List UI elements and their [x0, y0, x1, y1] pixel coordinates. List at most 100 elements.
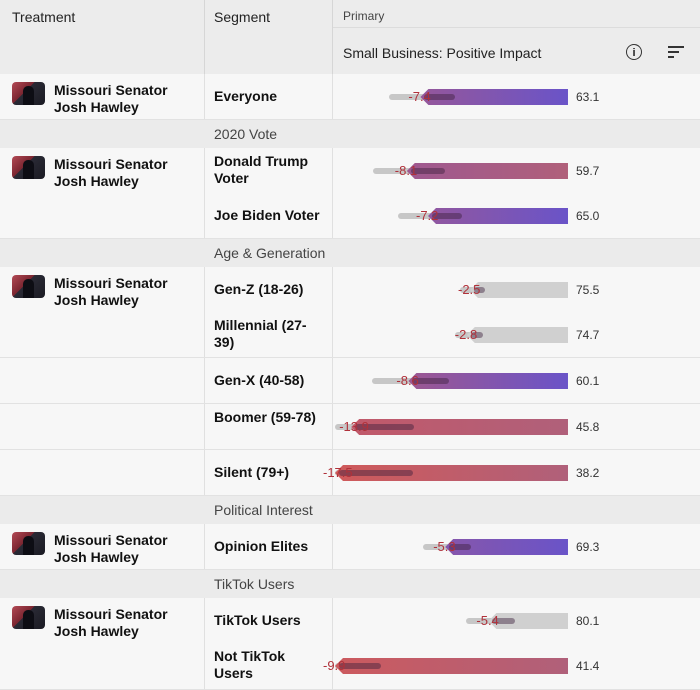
column-divider: [332, 524, 333, 569]
table-row[interactable]: Millennial (27-39) -2.8 74.7: [0, 312, 700, 358]
segment-label: Gen-Z (18-26): [214, 281, 304, 297]
column-divider: [204, 74, 205, 119]
delta-bar: [432, 213, 463, 219]
column-divider: [332, 358, 333, 403]
metric-column-header[interactable]: Small Business: Positive Impact: [343, 45, 542, 61]
column-divider: [332, 598, 333, 643]
table-row[interactable]: Boomer (59-78) -13.9 45.8: [0, 404, 700, 450]
total-value: 60.1: [576, 374, 600, 388]
total-value: 69.3: [576, 540, 600, 554]
total-value: 41.4: [576, 659, 600, 673]
total-value: 38.2: [576, 466, 600, 480]
value-bar[interactable]: [470, 282, 568, 298]
value-bar[interactable]: [335, 465, 568, 481]
column-divider: [204, 148, 205, 193]
delta-bar: [339, 663, 381, 669]
value-bar[interactable]: [488, 613, 568, 629]
value-bar[interactable]: [445, 539, 568, 555]
value-bar[interactable]: [428, 208, 568, 224]
total-value: 63.1: [576, 90, 600, 104]
group-label: TikTok Users: [214, 576, 295, 592]
segment-label: Gen-X (40-58): [214, 372, 305, 388]
column-divider: [204, 598, 205, 643]
table-row[interactable]: Missouri Senator Josh Hawley Opinion Elite…: [0, 524, 700, 570]
column-divider: [204, 193, 205, 238]
total-value: 59.7: [576, 164, 600, 178]
table-row[interactable]: Joe Biden Voter -7.2 65.0: [0, 193, 700, 239]
column-divider: [332, 404, 333, 449]
delta-value: -2.8: [454, 327, 478, 342]
table-row[interactable]: Silent (79+) -17.5 38.2: [0, 450, 700, 496]
treatment-column-header[interactable]: Treatment: [12, 9, 76, 25]
table-row[interactable]: Gen-X (40-58) -8.6 60.1: [0, 358, 700, 404]
delta-bar: [492, 618, 516, 624]
delta-value: -5.3: [433, 539, 456, 554]
group-header: 2020 Vote: [0, 120, 700, 149]
column-divider: [332, 450, 333, 495]
segment-label: Donald Trump Voter: [214, 153, 309, 186]
column-divider: [332, 0, 333, 74]
primary-label: Primary: [343, 9, 385, 23]
delta-value: -7.4: [408, 89, 431, 104]
table-header: Treatment Segment Primary Small Business…: [0, 0, 700, 75]
treatment-name: Missouri Senator Josh Hawley: [54, 156, 168, 189]
delta-bar: [449, 544, 472, 550]
column-divider: [332, 267, 333, 312]
column-divider: [204, 358, 205, 403]
delta-value: -5.4: [476, 613, 499, 628]
segment-label: Everyone: [214, 88, 278, 104]
delta-value: -13.9: [339, 419, 369, 434]
value-bar[interactable]: [335, 658, 568, 674]
header-divider: [333, 27, 700, 28]
treatment-name: Missouri Senator Josh Hawley: [54, 606, 168, 639]
group-label: 2020 Vote: [214, 126, 278, 142]
group-label: Political Interest: [214, 502, 313, 518]
avatar: [12, 275, 45, 298]
sort-icon[interactable]: [668, 46, 684, 60]
delta-value: -7.2: [416, 208, 439, 223]
column-divider: [204, 524, 205, 569]
avatar: [12, 606, 45, 629]
delta-value: -8.6: [396, 373, 419, 388]
group-header: TikTok Users: [0, 570, 700, 599]
delta-bar: [355, 424, 414, 430]
delta-value: -2.5: [458, 282, 481, 297]
group-header: Political Interest: [0, 496, 700, 525]
total-value: 80.1: [576, 614, 600, 628]
delta-bar: [412, 378, 449, 384]
table-row[interactable]: Missouri Senator Josh Hawley Gen-Z (18-26)…: [0, 267, 700, 313]
table-row[interactable]: Not TikTok Users -9.9 41.4: [0, 643, 700, 690]
value-bar[interactable]: [420, 89, 568, 105]
delta-bar: [424, 94, 456, 100]
info-icon[interactable]: i: [626, 44, 642, 60]
value-bar[interactable]: [351, 419, 568, 435]
avatar: [12, 532, 45, 555]
value-bar[interactable]: [406, 163, 568, 179]
column-divider: [204, 643, 205, 689]
table-row[interactable]: Missouri Senator Josh Hawley Everyone -7.4 6…: [0, 74, 700, 120]
column-divider: [204, 404, 205, 449]
segment-label: Silent (79+): [214, 464, 290, 480]
column-divider: [204, 0, 205, 74]
column-divider: [204, 312, 205, 357]
segment-column-header[interactable]: Segment: [214, 9, 271, 25]
segment-label: Millennial (27-39): [214, 317, 307, 350]
treatment-name: Missouri Senator Josh Hawley: [54, 532, 168, 565]
delta-bar: [339, 470, 413, 476]
column-divider: [332, 643, 333, 689]
segment-label: TikTok Users: [214, 612, 301, 628]
segment-label: Opinion Elites: [214, 538, 309, 554]
column-divider: [332, 74, 333, 119]
value-bar[interactable]: [408, 373, 568, 389]
table-row[interactable]: Missouri Senator Josh Hawley TikTok Users -…: [0, 598, 700, 644]
avatar: [12, 82, 45, 105]
column-divider: [332, 148, 333, 193]
delta-bar: [470, 332, 483, 338]
column-divider: [204, 267, 205, 312]
table-row[interactable]: Missouri Senator Josh Hawley Donald Trump …: [0, 148, 700, 194]
column-divider: [204, 450, 205, 495]
total-value: 65.0: [576, 209, 600, 223]
value-bar[interactable]: [466, 327, 568, 343]
delta-value: -8.1: [394, 163, 418, 178]
